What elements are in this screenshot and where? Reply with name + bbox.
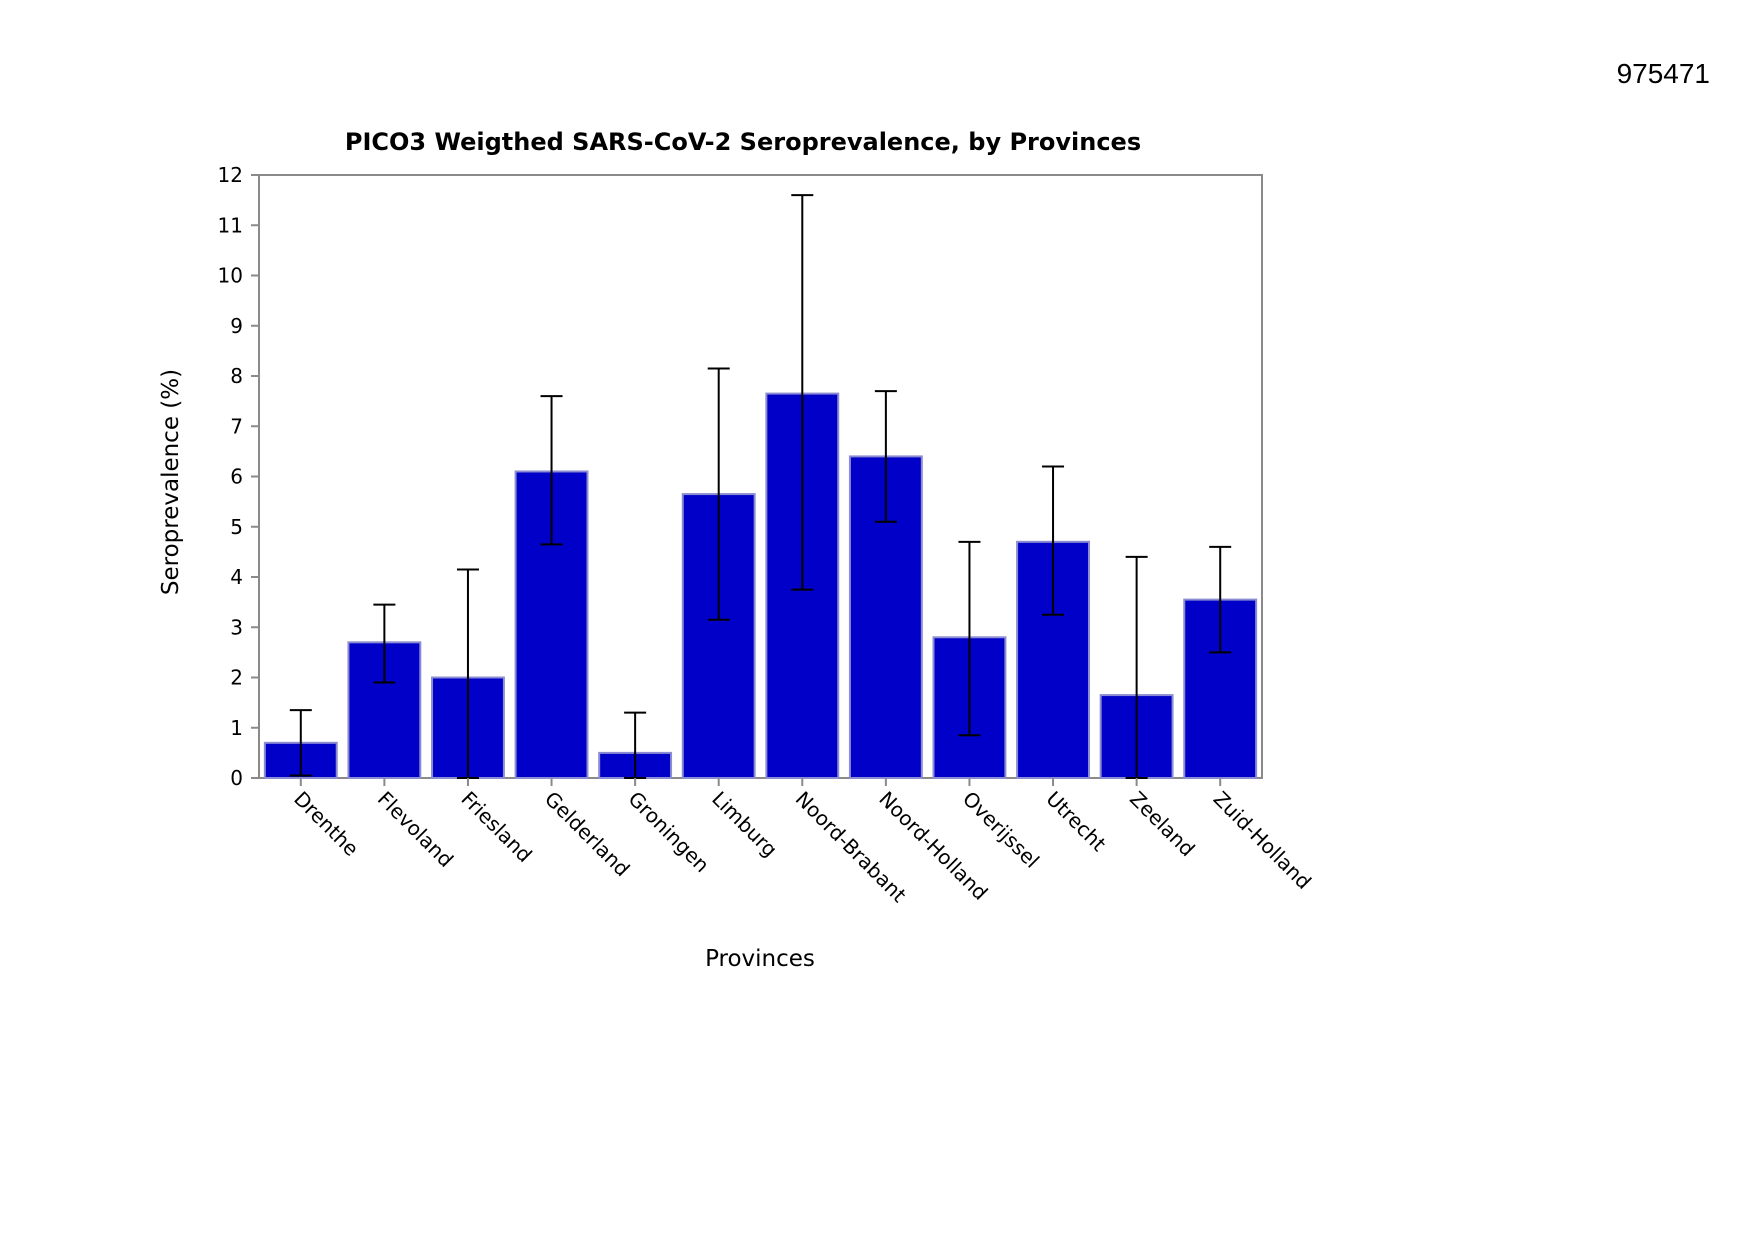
x-tick-label: Utrecht <box>1042 787 1111 856</box>
x-tick-label: Friesland <box>456 787 536 867</box>
y-tick-label: 12 <box>218 163 243 187</box>
x-tick-label: Zeeland <box>1125 787 1200 862</box>
page-id-number: 975471 <box>1616 58 1710 89</box>
x-tick-label: Flevoland <box>373 787 458 872</box>
y-tick-label: 2 <box>230 666 243 690</box>
error-bar-utrecht <box>1042 465 1065 616</box>
x-axis-label: Provinces <box>705 946 815 972</box>
y-tick-label: 11 <box>218 213 243 237</box>
x-tick-label: Gelderland <box>540 787 635 882</box>
bars <box>263 392 1258 780</box>
x-tick-label: Overijssel <box>958 787 1044 873</box>
error-bar-drenthe <box>289 709 312 777</box>
x-tick-label: Limburg <box>707 787 782 862</box>
error-bar-limburg <box>707 367 730 621</box>
error-bar-zuid-holland <box>1209 545 1232 654</box>
error-bar-noord-holland <box>874 390 897 523</box>
error-bars <box>289 194 1232 779</box>
x-tick-label: Drenthe <box>289 787 363 861</box>
chart-title: PICO3 Weigthed SARS-CoV-2 Seroprevalence… <box>345 128 1141 156</box>
x-tick-label: Groningen <box>624 787 715 878</box>
y-tick-label: 0 <box>230 766 243 790</box>
y-tick-label: 4 <box>230 565 243 589</box>
error-bar-flevoland <box>373 603 396 684</box>
y-tick-label: 10 <box>218 264 243 288</box>
y-tick-label: 7 <box>230 414 243 438</box>
y-tick-label: 3 <box>230 615 243 639</box>
error-bar-noord-brabant <box>791 194 814 591</box>
y-tick-label: 8 <box>230 364 243 388</box>
y-tick-label: 6 <box>230 465 243 489</box>
y-axis-label: Seroprevalence (%) <box>158 369 184 595</box>
y-tick-label: 9 <box>230 314 243 338</box>
error-bar-gelderland <box>540 395 563 546</box>
y-tick-label: 1 <box>230 716 243 740</box>
error-bar-overijssel <box>958 540 981 737</box>
x-tick-label: Zuid-Holland <box>1209 787 1316 894</box>
y-tick-label: 5 <box>230 515 243 539</box>
